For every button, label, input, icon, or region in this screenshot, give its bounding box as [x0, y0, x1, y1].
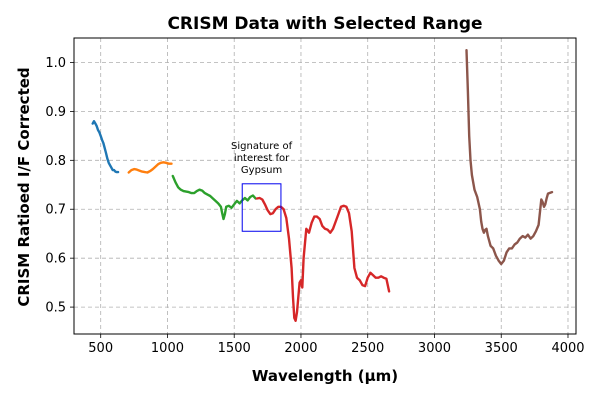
y-tick-label: 0.7	[45, 203, 66, 218]
series-layer	[91, 49, 554, 322]
x-tick-label: 4000	[551, 341, 584, 356]
x-tick-label: 500	[88, 341, 113, 356]
series-line-4	[255, 196, 391, 322]
y-tick-label: 0.9	[45, 105, 66, 120]
grid-layer	[74, 38, 576, 334]
chart-title: CRISM Data with Selected Range	[167, 14, 482, 34]
y-tick-label: 1.0	[45, 56, 66, 71]
selected-range-box	[241, 183, 282, 232]
annotation-text-line: interest for	[234, 153, 290, 164]
y-tick-label: 0.6	[45, 252, 66, 267]
x-tick-label: 2000	[284, 341, 317, 356]
x-tick-label: 1500	[218, 341, 251, 356]
x-tick-label: 3500	[485, 341, 518, 356]
series-line-2	[127, 161, 173, 174]
plot-frame	[73, 37, 577, 335]
x-tick-label: 1000	[151, 341, 184, 356]
series-line-5	[465, 49, 554, 266]
x-tick-label: 2500	[351, 341, 384, 356]
annotation-text-line: Signature of	[231, 141, 293, 152]
y-tick-label: 0.5	[45, 301, 66, 316]
x-tick-label: 3000	[418, 341, 451, 356]
x-axis-title: Wavelength (µm)	[252, 367, 398, 385]
tick-layer: 500 1000 1500 2000 2500 3000 3500 4000 0.5 0.6 0.7…	[45, 56, 584, 356]
annotation-text-line: Gypsum	[241, 165, 282, 176]
series-line-1	[91, 119, 120, 174]
y-tick-label: 0.8	[45, 154, 66, 169]
series-line-3	[171, 174, 257, 221]
y-axis-title: CRISM Ratioed I/F Corrected	[15, 67, 33, 306]
